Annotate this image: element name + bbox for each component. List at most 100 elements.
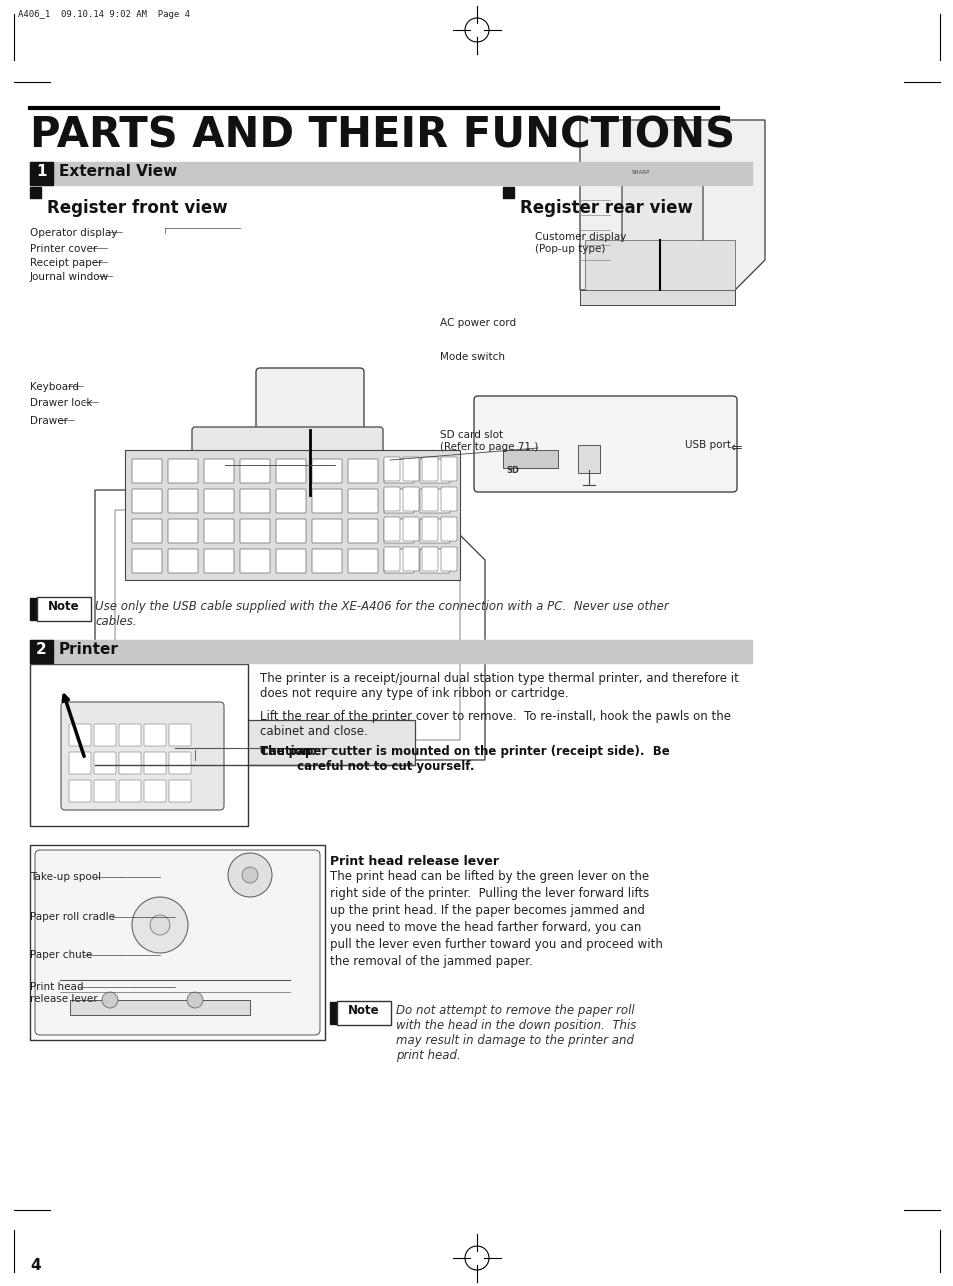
FancyBboxPatch shape (144, 752, 166, 774)
FancyBboxPatch shape (336, 1001, 391, 1025)
FancyBboxPatch shape (275, 459, 306, 484)
Text: Printer: Printer (59, 642, 119, 657)
Circle shape (150, 916, 170, 935)
FancyBboxPatch shape (240, 489, 270, 513)
FancyBboxPatch shape (419, 489, 450, 513)
FancyBboxPatch shape (119, 752, 141, 774)
FancyBboxPatch shape (94, 752, 116, 774)
FancyBboxPatch shape (132, 489, 162, 513)
Bar (70, 1001, 250, 1015)
FancyBboxPatch shape (384, 459, 414, 484)
FancyBboxPatch shape (440, 547, 456, 571)
Text: Journal window: Journal window (30, 273, 109, 282)
Text: 1: 1 (36, 165, 47, 179)
Text: Operator display: Operator display (30, 228, 117, 238)
FancyBboxPatch shape (144, 724, 166, 746)
Bar (30, 598, 38, 620)
Text: Drawer lock: Drawer lock (30, 397, 92, 408)
FancyBboxPatch shape (275, 489, 306, 513)
FancyBboxPatch shape (61, 702, 224, 810)
FancyBboxPatch shape (384, 549, 414, 574)
FancyBboxPatch shape (169, 724, 191, 746)
Bar (30, 640, 751, 664)
Text: Use only the USB cable supplied with the XE-A406 for the connection with a PC.  : Use only the USB cable supplied with the… (95, 601, 668, 628)
FancyBboxPatch shape (474, 396, 737, 493)
FancyBboxPatch shape (312, 549, 341, 574)
Text: Register front view: Register front view (47, 199, 228, 217)
FancyBboxPatch shape (312, 489, 341, 513)
FancyBboxPatch shape (440, 487, 456, 511)
FancyBboxPatch shape (312, 520, 341, 543)
FancyBboxPatch shape (204, 489, 233, 513)
FancyBboxPatch shape (419, 459, 450, 484)
Text: PARTS AND THEIR FUNCTIONS: PARTS AND THEIR FUNCTIONS (30, 114, 735, 156)
Text: Print head release lever: Print head release lever (330, 855, 498, 868)
Circle shape (228, 853, 272, 898)
FancyBboxPatch shape (384, 517, 399, 541)
Text: Take-up spool: Take-up spool (30, 872, 101, 882)
FancyBboxPatch shape (419, 520, 450, 543)
FancyBboxPatch shape (348, 520, 377, 543)
FancyBboxPatch shape (144, 781, 166, 802)
Bar (502, 186, 514, 198)
Bar (579, 291, 734, 305)
FancyBboxPatch shape (348, 459, 377, 484)
FancyBboxPatch shape (94, 781, 116, 802)
FancyBboxPatch shape (168, 459, 198, 484)
Text: Do not attempt to remove the paper roll
with the head in the down position.  Thi: Do not attempt to remove the paper roll … (395, 1004, 636, 1062)
Bar (95, 720, 415, 765)
Text: Customer display
(Pop-up type): Customer display (Pop-up type) (535, 231, 626, 253)
FancyBboxPatch shape (192, 427, 382, 487)
Text: Note: Note (49, 601, 80, 613)
FancyBboxPatch shape (240, 520, 270, 543)
FancyBboxPatch shape (204, 520, 233, 543)
Text: Mode switch: Mode switch (439, 352, 504, 361)
FancyBboxPatch shape (119, 781, 141, 802)
FancyBboxPatch shape (384, 489, 414, 513)
FancyBboxPatch shape (240, 459, 270, 484)
FancyBboxPatch shape (169, 752, 191, 774)
FancyBboxPatch shape (275, 549, 306, 574)
Text: Caution:: Caution: (260, 745, 319, 757)
Circle shape (242, 867, 257, 883)
FancyBboxPatch shape (421, 517, 437, 541)
FancyBboxPatch shape (348, 489, 377, 513)
Circle shape (132, 898, 188, 953)
FancyBboxPatch shape (421, 457, 437, 481)
Text: A406_1  09.10.14 9:02 AM  Page 4: A406_1 09.10.14 9:02 AM Page 4 (18, 10, 190, 19)
Bar (30, 186, 41, 198)
FancyBboxPatch shape (402, 517, 418, 541)
Bar (30, 845, 325, 1040)
Text: The printer is a receipt/journal dual station type thermal printer, and therefor: The printer is a receipt/journal dual st… (260, 673, 739, 700)
Bar (578, 445, 599, 473)
FancyBboxPatch shape (421, 547, 437, 571)
Text: The print head can be lifted by the green lever on the
right side of the printer: The print head can be lifted by the gree… (330, 871, 662, 968)
FancyBboxPatch shape (348, 549, 377, 574)
Bar (30, 640, 53, 664)
Text: Register rear view: Register rear view (519, 199, 692, 217)
FancyBboxPatch shape (275, 520, 306, 543)
Bar (330, 1002, 337, 1024)
FancyBboxPatch shape (621, 183, 702, 243)
FancyBboxPatch shape (255, 368, 364, 433)
FancyBboxPatch shape (312, 459, 341, 484)
FancyBboxPatch shape (419, 549, 450, 574)
FancyBboxPatch shape (440, 457, 456, 481)
FancyBboxPatch shape (69, 781, 91, 802)
FancyBboxPatch shape (402, 457, 418, 481)
Bar (125, 450, 459, 580)
Text: USB port: USB port (684, 440, 730, 450)
Text: External View: External View (59, 165, 177, 179)
FancyBboxPatch shape (168, 520, 198, 543)
Bar (30, 162, 53, 185)
Text: Note: Note (348, 1004, 379, 1017)
Text: Printer cover: Printer cover (30, 244, 97, 255)
Text: Print head
release lever: Print head release lever (30, 983, 97, 1003)
FancyBboxPatch shape (240, 549, 270, 574)
FancyBboxPatch shape (421, 487, 437, 511)
Circle shape (187, 992, 203, 1008)
FancyBboxPatch shape (119, 724, 141, 746)
FancyBboxPatch shape (384, 487, 399, 511)
Bar (584, 240, 734, 291)
Text: Keyboard: Keyboard (30, 382, 79, 392)
